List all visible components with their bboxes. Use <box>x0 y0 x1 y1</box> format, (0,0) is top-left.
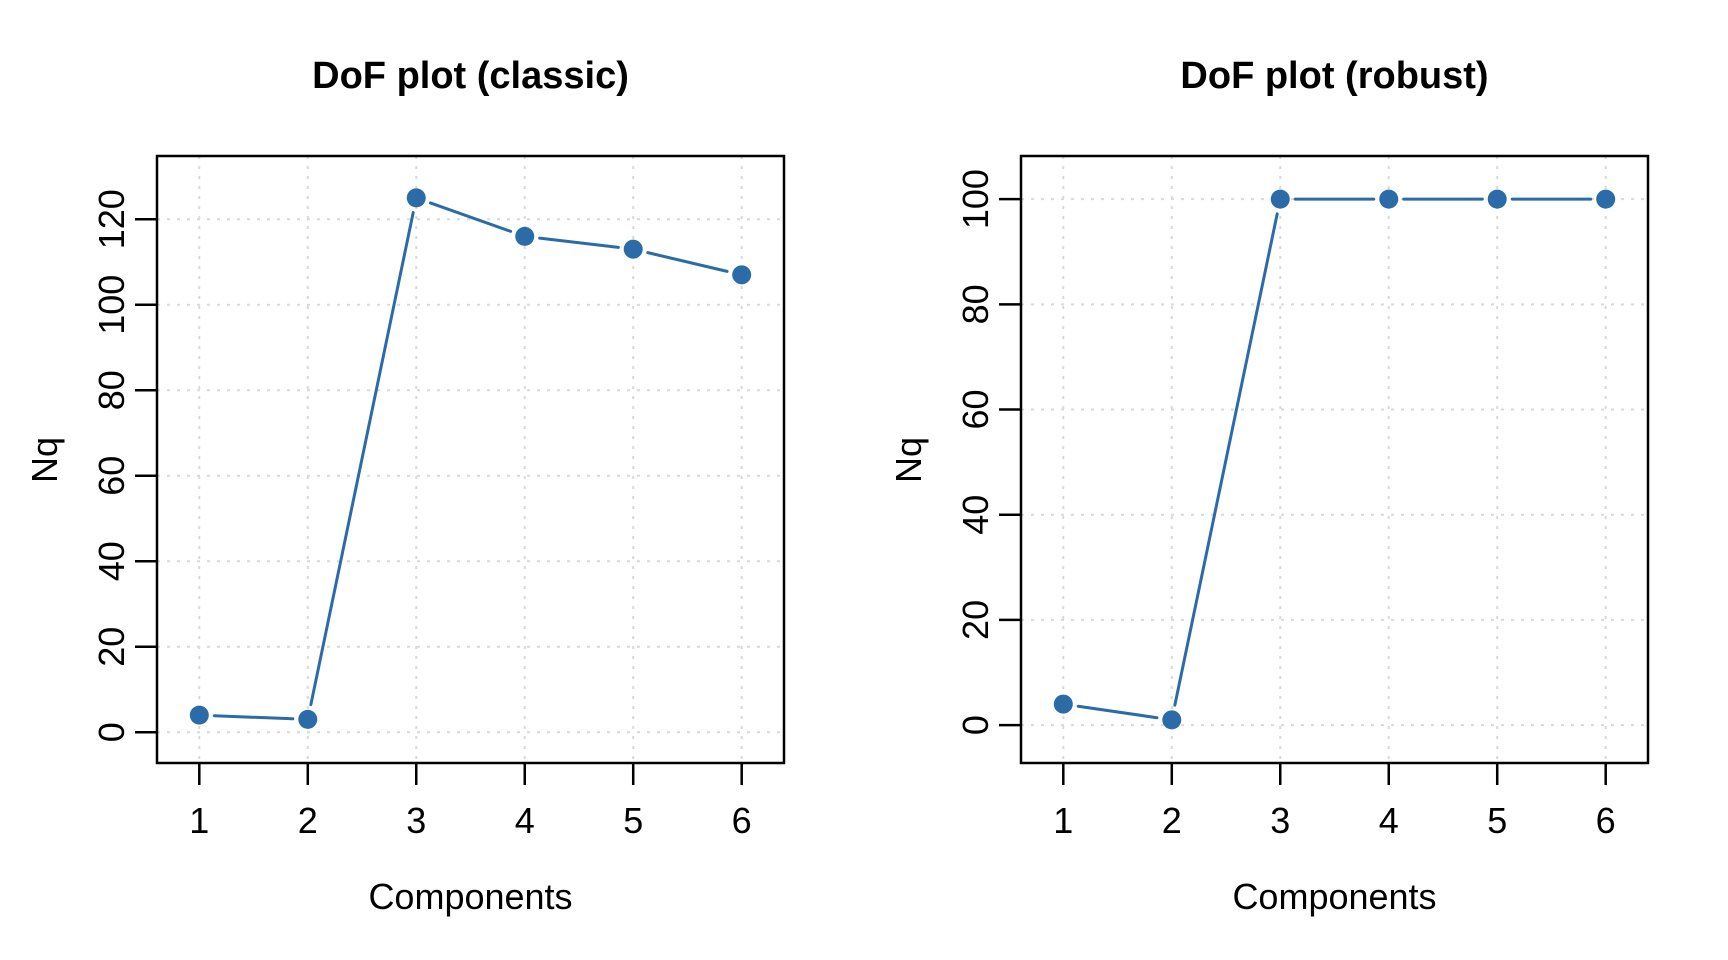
y-tick-label: 40 <box>955 495 996 535</box>
x-tick-label: 3 <box>406 800 426 841</box>
x-tick-label: 5 <box>1487 800 1507 841</box>
x-tick-label: 1 <box>1053 800 1073 841</box>
y-tick-label: 60 <box>955 390 996 430</box>
series-segment <box>212 714 295 721</box>
chart-title-classic: DoF plot (classic) <box>312 55 629 97</box>
y-tick-label: 100 <box>955 169 996 229</box>
x-tick-label: 4 <box>1379 800 1399 841</box>
plot-frame <box>155 154 786 765</box>
plot-frame <box>1019 154 1650 765</box>
y-tick-label: 20 <box>91 627 132 667</box>
data-point <box>515 226 535 246</box>
y-tick-label: 60 <box>91 456 132 496</box>
data-point <box>1379 189 1399 209</box>
data-point <box>1053 694 1073 714</box>
y-tick-label: 20 <box>955 600 996 640</box>
panel-robust: 1 2 3 4 5 6 0 20 40 60 80 100 DoF plot (robust) Com… <box>864 0 1728 960</box>
x-tick-label: 6 <box>732 800 752 841</box>
y-axis-label-robust: Nq <box>888 436 929 484</box>
series-segment <box>646 251 729 273</box>
y-tick-label: 120 <box>91 189 132 249</box>
panel-classic: 1 2 3 4 5 6 0 20 40 60 80 100 120 DoF plot (classic)… <box>24 55 786 917</box>
data-point <box>1162 710 1182 730</box>
x-tick-label: 3 <box>1270 800 1290 841</box>
series-segment <box>309 211 415 707</box>
x-tick-label: 1 <box>189 800 209 841</box>
data-point <box>298 709 318 729</box>
series-segment <box>428 201 513 233</box>
data-point <box>406 188 426 208</box>
chart-title-robust: DoF plot (robust) <box>1180 55 1489 97</box>
y-tick-label: 0 <box>91 722 132 742</box>
x-axis-label-classic: Components <box>368 876 573 917</box>
data-point <box>1487 189 1507 209</box>
series-segment <box>1076 704 1159 720</box>
series-segment <box>1173 212 1279 707</box>
y-axis-label-classic: Nq <box>24 436 65 484</box>
x-axis-label-robust: Components <box>1232 876 1437 917</box>
x-tick-label: 5 <box>623 800 643 841</box>
y-tick-label: 80 <box>955 284 996 324</box>
y-tick-label: 40 <box>91 541 132 581</box>
x-tick-label: 2 <box>1162 800 1182 841</box>
series-segment <box>538 236 620 249</box>
y-tick-label: 80 <box>91 370 132 410</box>
x-tick-label: 6 <box>1596 800 1616 841</box>
y-tick-label: 0 <box>955 715 996 735</box>
y-tick-label: 100 <box>91 275 132 335</box>
data-point <box>732 265 752 285</box>
x-tick-label: 2 <box>298 800 318 841</box>
data-point <box>189 705 209 725</box>
data-point <box>623 239 643 259</box>
data-point <box>1596 189 1616 209</box>
x-tick-label: 4 <box>515 800 535 841</box>
data-point <box>1270 189 1290 209</box>
